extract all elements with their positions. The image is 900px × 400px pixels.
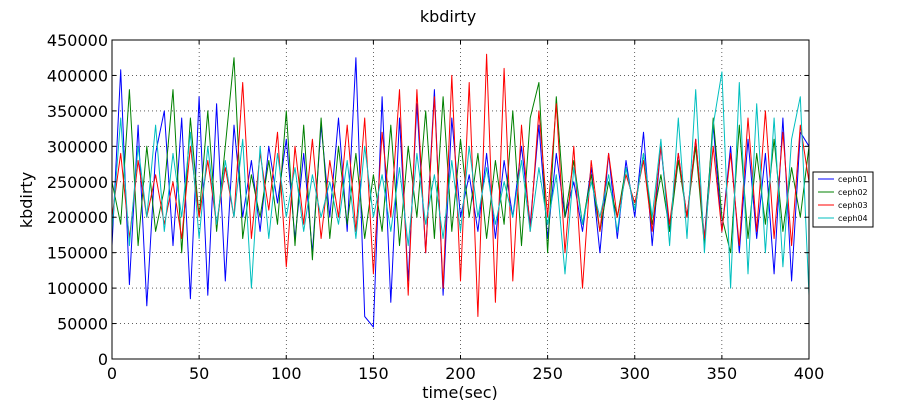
y-tick-label: 400000 <box>47 66 108 85</box>
y-tick-label: 50000 <box>57 315 108 334</box>
legend-label-ceph04: ceph04 <box>838 214 868 223</box>
y-tick-label: 100000 <box>47 279 108 298</box>
x-tick-label: 300 <box>619 364 650 383</box>
y-tick-label: 250000 <box>47 173 108 192</box>
y-tick-label: 300000 <box>47 137 108 156</box>
series-line-ceph03 <box>111 53 810 317</box>
y-tick-label: 200000 <box>47 208 108 227</box>
y-tick-label: 0 <box>98 350 108 369</box>
y-axis-label: kbdirty <box>17 172 36 228</box>
x-tick-label: 150 <box>358 364 389 383</box>
chart-title: kbdirty <box>420 7 476 26</box>
x-tick-label: 100 <box>271 364 302 383</box>
legend-label-ceph03: ceph03 <box>838 201 868 210</box>
x-tick-label: 0 <box>107 364 117 383</box>
grid <box>112 40 809 359</box>
series-lines <box>111 53 810 328</box>
legend-label-ceph02: ceph02 <box>838 188 868 197</box>
x-tick-label: 250 <box>532 364 563 383</box>
series-line-ceph04 <box>111 71 810 296</box>
x-tick-label: 350 <box>707 364 738 383</box>
y-tick-label: 450000 <box>47 31 108 50</box>
y-tick-label: 150000 <box>47 244 108 263</box>
x-tick-label: 50 <box>189 364 209 383</box>
legend-label-ceph01: ceph01 <box>838 175 868 184</box>
x-tick-label: 400 <box>794 364 825 383</box>
x-tick-label: 200 <box>445 364 476 383</box>
y-tick-label: 350000 <box>47 102 108 121</box>
x-axis-label: time(sec) <box>422 383 498 400</box>
axis-ticks: 0 50 100 150 200 250 300 350 400 0 50000 100000 1500… <box>47 31 824 383</box>
series-line-ceph02 <box>111 57 810 261</box>
legend: ceph01 ceph02 ceph03 ceph04 <box>812 171 874 228</box>
plot-area-frame <box>111 39 810 360</box>
